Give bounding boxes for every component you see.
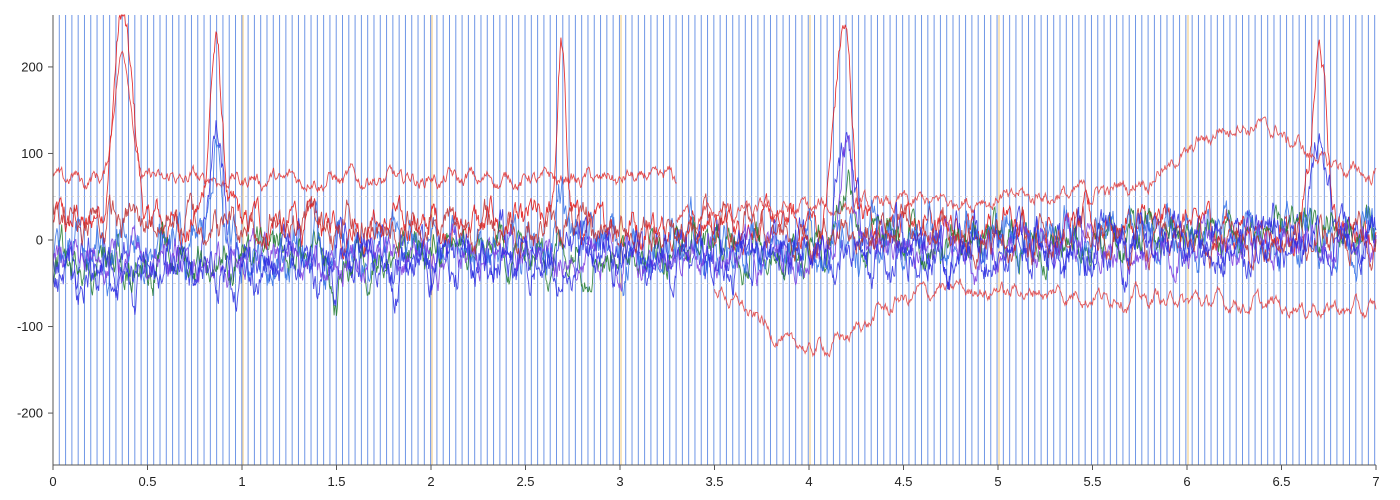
series-line-3 [676, 116, 1377, 232]
x-tick-label: 6 [1183, 474, 1190, 489]
x-tick-label: 1.5 [327, 474, 345, 489]
x-tick-label: 3.5 [705, 474, 723, 489]
x-tick-label: 6.5 [1272, 474, 1290, 489]
y-tick-label: 100 [21, 146, 43, 161]
x-tick-label: 2 [427, 474, 434, 489]
series-line-9 [52, 192, 1377, 271]
x-axis-ticks: 0 0.5 1 1.5 2 2.5 3 3.5 4 4.5 5 5.5 6 6.5 7 [49, 465, 1380, 489]
x-tick-label: 0.5 [138, 474, 156, 489]
series-lines [52, 14, 1377, 358]
x-tick-label: 7 [1372, 474, 1379, 489]
x-tick-label: 0 [49, 474, 56, 489]
y-tick-label: 200 [21, 59, 43, 74]
x-tick-label: 5.5 [1083, 474, 1101, 489]
series-line-4 [714, 278, 1377, 358]
x-tick-label: 4.5 [894, 474, 912, 489]
x-tick-label: 5 [994, 474, 1001, 489]
y-axis-ticks: 200 100 0 -100 -200 [17, 59, 53, 421]
x-tick-label: 2.5 [516, 474, 534, 489]
y-tick-label: -200 [17, 406, 43, 421]
series-line-10 [52, 205, 1377, 314]
y-tick-label: -100 [17, 319, 43, 334]
series-line-2 [52, 50, 677, 193]
x-tick-label: 4 [805, 474, 812, 489]
x-tick-label: 1 [238, 474, 245, 489]
x-tick-label: 3 [616, 474, 623, 489]
y-tick-label: 0 [36, 233, 43, 248]
